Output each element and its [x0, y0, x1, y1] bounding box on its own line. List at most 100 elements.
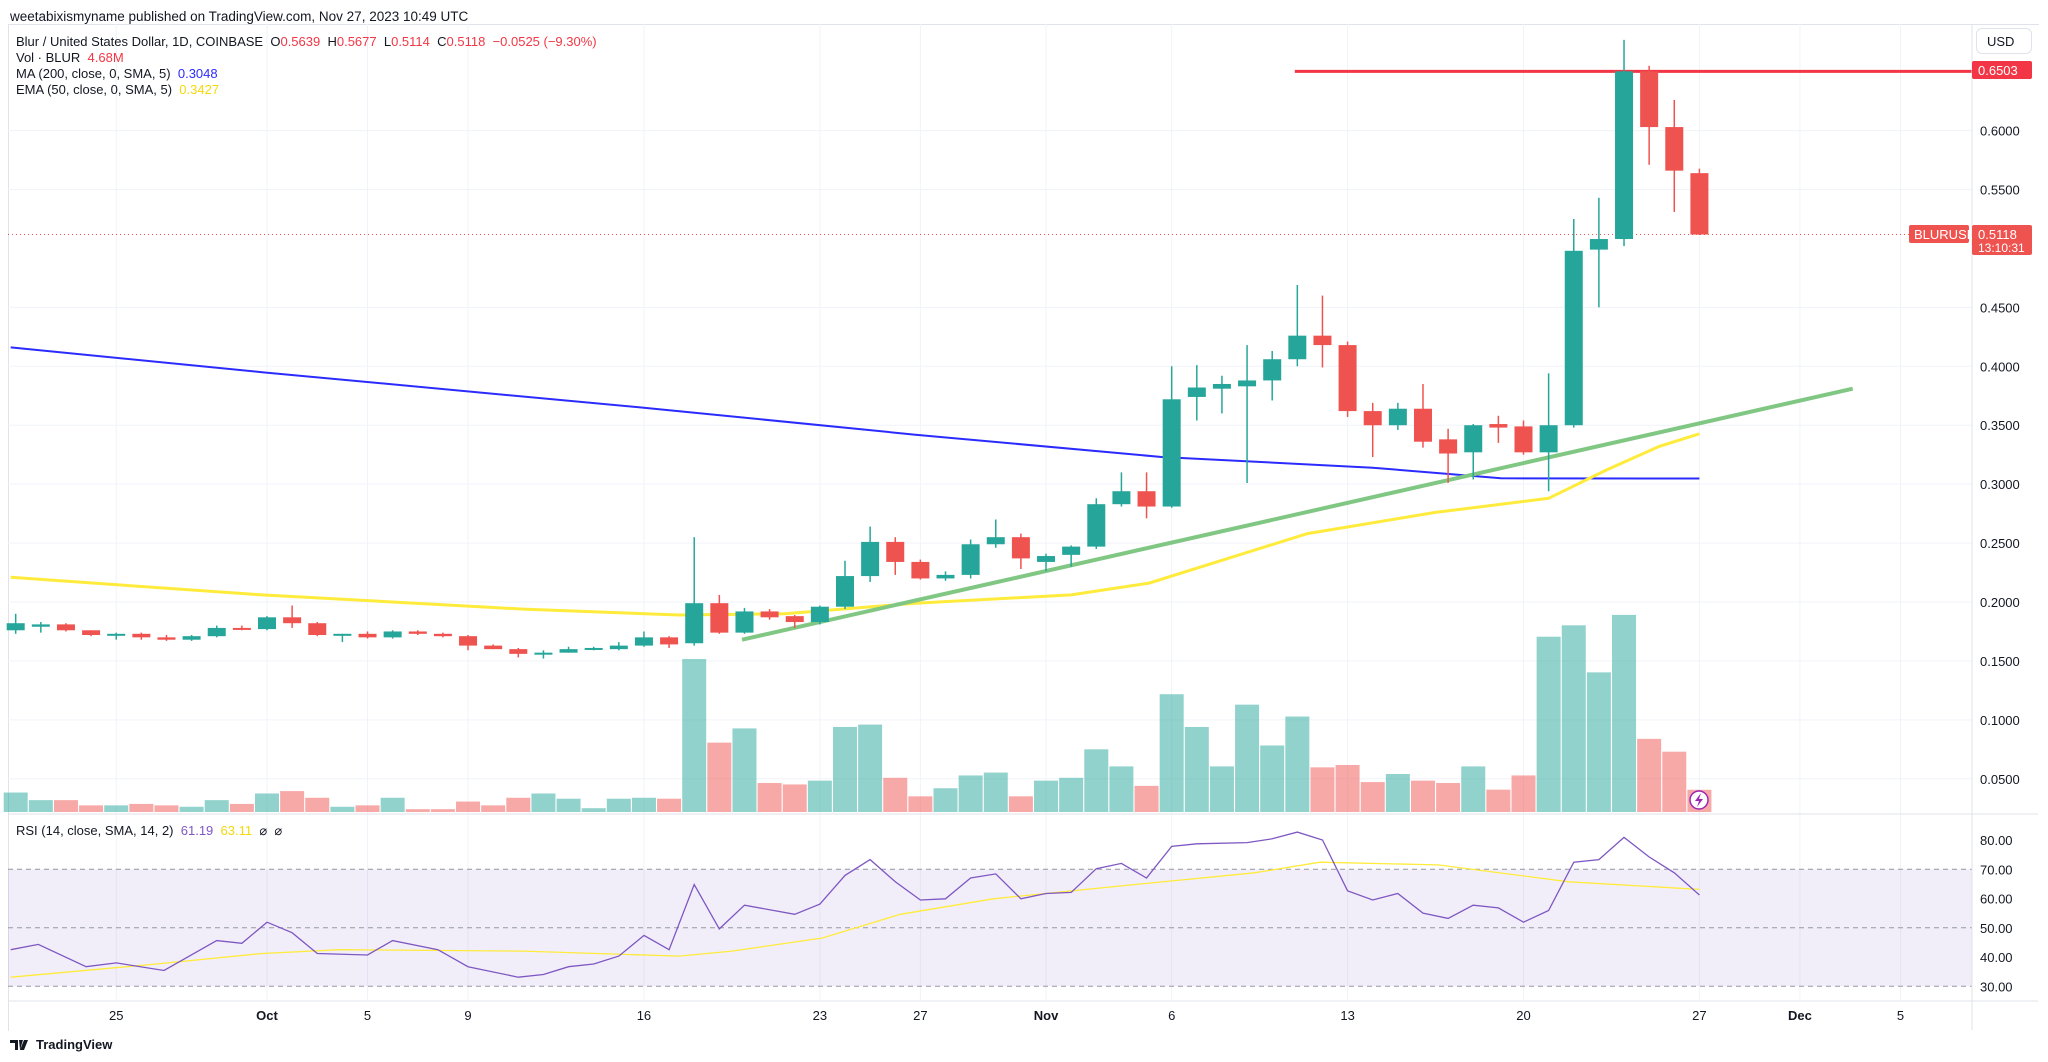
currency-button[interactable]: USD	[1976, 28, 2032, 54]
rsi-pane	[8, 868, 1972, 987]
volume-bar	[1536, 636, 1561, 812]
candle-down	[82, 630, 101, 635]
candle-down	[1413, 408, 1432, 442]
candle-down	[785, 616, 804, 623]
volume-legend-row[interactable]: Vol · BLUR 4.68M	[16, 50, 597, 66]
price-axis-label: 0.3500	[1980, 418, 2020, 433]
price-axis-label: 0.2500	[1980, 536, 2020, 551]
candle-up	[861, 541, 880, 577]
volume-bar	[606, 798, 631, 812]
candle-down	[509, 649, 528, 654]
tradingview-logo-text: TradingView	[36, 1037, 113, 1052]
rsi-axis-label: 50.00	[1980, 921, 2013, 936]
open-label: O	[270, 34, 281, 49]
volume-bar	[1084, 749, 1109, 812]
volume-bar	[732, 728, 757, 812]
volume-bar	[1209, 766, 1234, 812]
ma200-line	[10, 346, 1700, 480]
ticker-tag	[1909, 225, 1969, 243]
candle-up	[685, 603, 704, 644]
volume-bar	[1059, 777, 1084, 812]
indicator-lines	[8, 69, 1972, 978]
volume-bar	[456, 801, 481, 812]
ma-legend-row[interactable]: MA (200, close, 0, SMA, 5) 0.3048	[16, 66, 597, 82]
volume-bar	[707, 742, 732, 812]
rsi-sma-value: 63.11	[220, 823, 253, 838]
candles	[6, 39, 1709, 659]
ema-label: EMA (50, close, 0, SMA, 5)	[16, 82, 173, 97]
price-axis-label: 0.1000	[1980, 713, 2020, 728]
date-axis-label: 6	[1168, 1008, 1175, 1023]
volume-bar	[908, 796, 933, 812]
volume-bar	[330, 806, 355, 812]
volume-bar	[405, 809, 430, 812]
symbol-legend-row[interactable]: Blur / United States Dollar, 1D, COINBAS…	[16, 34, 597, 50]
date-axis-label: 27	[913, 1008, 927, 1023]
volume-bar	[933, 788, 958, 812]
candle-up	[534, 652, 553, 655]
candle-up	[1539, 425, 1558, 453]
candle-up	[1087, 504, 1106, 547]
low-value: 0.5114	[391, 34, 430, 49]
volume-bar	[255, 793, 279, 812]
volume-bar	[1310, 767, 1335, 812]
main-legend: Blur / United States Dollar, 1D, COINBAS…	[16, 34, 597, 98]
rsi-legend[interactable]: RSI (14, close, SMA, 14, 2) 61.19 63.11 …	[16, 823, 282, 839]
date-axis-label: Nov	[1034, 1008, 1059, 1023]
candle-up	[1062, 546, 1081, 555]
close-value: 0.5118	[446, 34, 486, 49]
candle-down	[1363, 411, 1382, 426]
price-axis-label: 0.0500	[1980, 772, 2020, 787]
lightning-icon[interactable]	[1689, 790, 1709, 810]
price-axis-label: 0.6000	[1980, 124, 2020, 139]
price-axis-label: 0.4000	[1980, 359, 2020, 374]
candle-down	[358, 633, 377, 638]
date-axis-label: Dec	[1788, 1008, 1812, 1023]
volume-bars	[3, 614, 1712, 812]
volume-bar	[858, 724, 883, 812]
candle-up	[1238, 380, 1257, 387]
volume-bar	[883, 777, 908, 812]
candle-up	[961, 544, 980, 575]
candle-up	[1187, 387, 1206, 397]
candle-up	[1112, 491, 1131, 505]
candle-up	[559, 649, 578, 653]
date-axis-label: 23	[813, 1008, 827, 1023]
volume-bar	[1034, 780, 1059, 812]
rsi-axis-label: 70.00	[1980, 862, 2013, 877]
candle-down	[1690, 173, 1709, 235]
volume-bar	[506, 797, 531, 812]
volume-bar	[581, 808, 606, 812]
volume-bar	[53, 800, 78, 812]
volume-bar	[531, 793, 556, 812]
candle-down	[433, 633, 452, 637]
candle-up	[383, 631, 402, 638]
price-labels: 0.6503 BLURUSD 0.5118 13:10:31	[1689, 61, 2032, 810]
ema-legend-row[interactable]: EMA (50, close, 0, SMA, 5) 0.3427	[16, 82, 597, 98]
candle-up	[634, 637, 653, 646]
volume-bar	[481, 805, 506, 812]
price-axis-label: 0.1500	[1980, 654, 2020, 669]
volume-bar	[1235, 704, 1260, 812]
candle-down	[408, 631, 427, 634]
candle-up	[1263, 359, 1282, 381]
candle-down	[56, 624, 75, 631]
candle-down	[283, 617, 302, 624]
volume-bar	[355, 805, 380, 812]
candle-up	[1615, 71, 1634, 240]
candle-down	[1514, 426, 1533, 453]
date-axis-label: 5	[364, 1008, 371, 1023]
volume-bar	[657, 798, 682, 812]
candle-up	[986, 537, 1005, 545]
volume-bar	[1385, 774, 1410, 812]
volume-bar	[958, 775, 983, 812]
candle-up	[1037, 556, 1056, 562]
volume-bar	[757, 783, 782, 812]
volume-bar	[556, 798, 581, 812]
candle-up	[1564, 250, 1583, 426]
volume-bar	[129, 803, 154, 812]
volume-bar	[1260, 745, 1285, 812]
tradingview-logo[interactable]: TradingView	[10, 1037, 112, 1052]
rsi-empty-value-icon: ⌀	[274, 823, 283, 838]
